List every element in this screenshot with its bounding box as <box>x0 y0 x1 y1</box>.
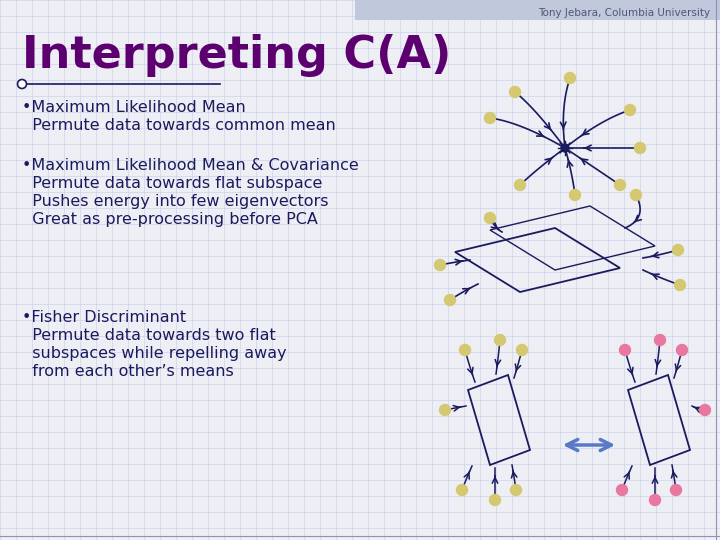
Circle shape <box>439 404 451 415</box>
Circle shape <box>564 72 575 84</box>
Circle shape <box>485 112 495 124</box>
Circle shape <box>634 143 646 153</box>
Circle shape <box>17 79 27 89</box>
Text: Permute data towards common mean: Permute data towards common mean <box>22 118 336 133</box>
Circle shape <box>485 213 495 224</box>
Circle shape <box>561 144 569 152</box>
Text: •Maximum Likelihood Mean & Covariance: •Maximum Likelihood Mean & Covariance <box>22 158 359 173</box>
Circle shape <box>516 345 528 355</box>
Text: Tony Jebara, Columbia University: Tony Jebara, Columbia University <box>538 8 710 18</box>
Circle shape <box>672 245 683 255</box>
Circle shape <box>616 484 628 496</box>
Text: Permute data towards two flat: Permute data towards two flat <box>22 328 276 343</box>
Circle shape <box>631 190 642 200</box>
Circle shape <box>495 334 505 346</box>
Text: Pushes energy into few eigenvectors: Pushes energy into few eigenvectors <box>22 194 328 209</box>
Circle shape <box>570 190 580 200</box>
Circle shape <box>434 260 446 271</box>
Circle shape <box>614 179 626 191</box>
Bar <box>355 0 720 20</box>
Text: Great as pre-processing before PCA: Great as pre-processing before PCA <box>22 212 318 227</box>
Circle shape <box>490 495 500 505</box>
Circle shape <box>675 280 685 291</box>
Circle shape <box>619 345 631 355</box>
Circle shape <box>700 404 711 415</box>
Circle shape <box>624 105 636 116</box>
Circle shape <box>459 345 470 355</box>
Circle shape <box>510 86 521 98</box>
Text: from each other’s means: from each other’s means <box>22 364 234 379</box>
Text: Permute data towards flat subspace: Permute data towards flat subspace <box>22 176 323 191</box>
Circle shape <box>444 294 456 306</box>
Text: Interpreting C(A): Interpreting C(A) <box>22 34 451 77</box>
Text: subspaces while repelling away: subspaces while repelling away <box>22 346 287 361</box>
Circle shape <box>515 179 526 191</box>
Circle shape <box>456 484 467 496</box>
Text: •Fisher Discriminant: •Fisher Discriminant <box>22 310 186 325</box>
Text: •Maximum Likelihood Mean: •Maximum Likelihood Mean <box>22 100 246 115</box>
Circle shape <box>649 495 660 505</box>
Circle shape <box>510 484 521 496</box>
Circle shape <box>670 484 682 496</box>
Circle shape <box>654 334 665 346</box>
Circle shape <box>677 345 688 355</box>
